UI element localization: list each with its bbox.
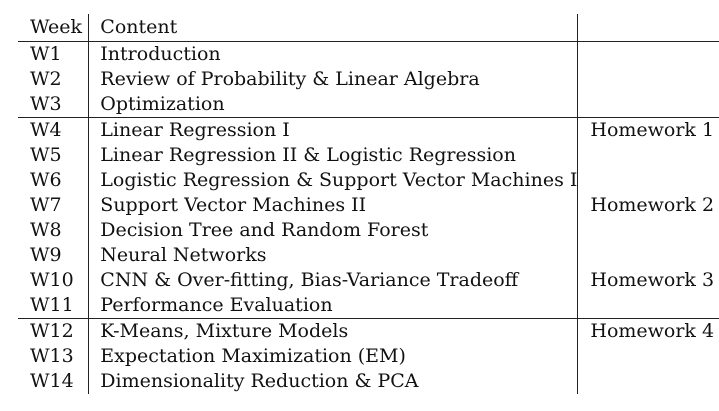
week-cell: W8	[30, 219, 62, 241]
week-cell: W1	[30, 43, 62, 65]
homework-cell	[577, 218, 719, 243]
week-cell: W7	[30, 194, 62, 216]
homework-cell	[577, 143, 719, 168]
content-cell: Performance Evaluation	[88, 293, 578, 319]
header-homework	[577, 14, 719, 42]
week-cell: W10	[30, 269, 74, 291]
homework-cell	[577, 67, 719, 92]
content-cell: Linear Regression I	[88, 117, 578, 143]
content-cell: Neural Networks	[88, 243, 578, 268]
table-row: W11 Performance Evaluation	[18, 293, 719, 319]
homework-cell	[577, 243, 719, 268]
content-cell: Expectation Maximization (EM)	[88, 344, 578, 369]
content-cell: CNN & Over-fitting, Bias-Variance Tradeo…	[88, 268, 578, 293]
table-row: W8 Decision Tree and Random Forest	[18, 218, 719, 243]
schedule-table: Week Content W1 Introduction W2 Review of P…	[18, 14, 719, 394]
homework-cell	[577, 92, 719, 118]
content-cell: Decision Tree and Random Forest	[88, 218, 578, 243]
homework-cell: Homework 1	[577, 117, 719, 143]
table-body: W1 Introduction W2 Review of Probability & …	[18, 41, 719, 394]
table-row: W5 Linear Regression II & Logistic Regres…	[18, 143, 719, 168]
week-cell: W4	[18, 117, 89, 143]
table-row: W6 Logistic Regression & Support Vector M…	[18, 168, 719, 193]
header-content: Content	[88, 14, 578, 42]
homework-cell: Homework 4	[577, 318, 719, 344]
week-cell: W13	[30, 345, 74, 367]
table-row: W4 Linear Regression I Homework 1	[18, 117, 719, 143]
table-row: W10 CNN & Over-fitting, Bias-Variance Tra…	[18, 268, 719, 293]
homework-cell	[577, 293, 719, 319]
content-cell: K-Means, Mixture Models	[88, 318, 578, 344]
table-header: Week Content	[18, 14, 719, 42]
content-cell: Support Vector Machines II	[88, 193, 578, 218]
content-cell: Review of Probability & Linear Algebra	[88, 67, 578, 92]
homework-cell	[577, 41, 719, 67]
content-cell: Introduction	[88, 41, 578, 67]
week-cell: W12	[18, 318, 89, 344]
content-cell: Dimensionality Reduction & PCA	[88, 369, 578, 394]
content-cell: Logistic Regression & Support Vector Mac…	[88, 168, 578, 193]
week-cell: W14	[30, 370, 74, 392]
table-row: W13 Expectation Maximization (EM)	[18, 344, 719, 369]
week-cell: W2	[30, 68, 62, 90]
week-cell: W9	[30, 244, 62, 266]
week-cell: W5	[30, 144, 62, 166]
table-row: W1 Introduction	[18, 41, 719, 67]
week-cell: W11	[30, 294, 74, 316]
table-row: W12 K-Means, Mixture Models Homework 4	[18, 318, 719, 344]
table-row: W14 Dimensionality Reduction & PCA	[18, 369, 719, 394]
header-week: Week	[30, 16, 82, 38]
table-row: W7 Support Vector Machines II Homework 2	[18, 193, 719, 218]
week-cell: W3	[30, 93, 62, 115]
week-cell: W6	[30, 169, 62, 191]
homework-cell: Homework 3	[577, 268, 719, 293]
homework-cell	[577, 168, 719, 193]
homework-cell	[577, 369, 719, 394]
table-row: W9 Neural Networks	[18, 243, 719, 268]
homework-cell	[577, 344, 719, 369]
homework-cell: Homework 2	[577, 193, 719, 218]
header-row: Week Content	[18, 14, 719, 42]
content-cell: Optimization	[88, 92, 578, 118]
table-row: W2 Review of Probability & Linear Algebra	[18, 67, 719, 92]
table-row: W3 Optimization	[18, 92, 719, 118]
content-cell: Linear Regression II & Logistic Regressi…	[88, 143, 578, 168]
